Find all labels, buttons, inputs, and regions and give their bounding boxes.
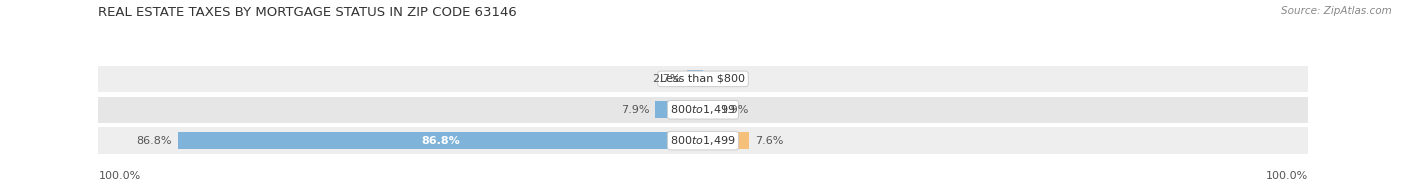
- Bar: [655, 101, 703, 118]
- Text: 2.7%: 2.7%: [652, 74, 681, 84]
- Text: $800 to $1,499: $800 to $1,499: [671, 103, 735, 116]
- Text: 86.8%: 86.8%: [422, 136, 460, 146]
- Bar: [98, 127, 1308, 154]
- Text: 7.6%: 7.6%: [755, 136, 783, 146]
- Text: 100.0%: 100.0%: [1265, 171, 1308, 181]
- Text: 7.9%: 7.9%: [620, 105, 650, 115]
- Text: 86.8%: 86.8%: [136, 136, 172, 146]
- Bar: [179, 132, 703, 149]
- Text: 1.9%: 1.9%: [720, 105, 749, 115]
- Text: REAL ESTATE TAXES BY MORTGAGE STATUS IN ZIP CODE 63146: REAL ESTATE TAXES BY MORTGAGE STATUS IN …: [98, 6, 517, 19]
- Text: Less than $800: Less than $800: [661, 74, 745, 84]
- Bar: [703, 132, 749, 149]
- Bar: [98, 66, 1308, 92]
- Bar: [98, 97, 1308, 123]
- Text: 100.0%: 100.0%: [98, 171, 141, 181]
- Text: $800 to $1,499: $800 to $1,499: [671, 134, 735, 147]
- Bar: [686, 70, 703, 87]
- Text: Source: ZipAtlas.com: Source: ZipAtlas.com: [1281, 6, 1392, 16]
- Bar: [703, 101, 714, 118]
